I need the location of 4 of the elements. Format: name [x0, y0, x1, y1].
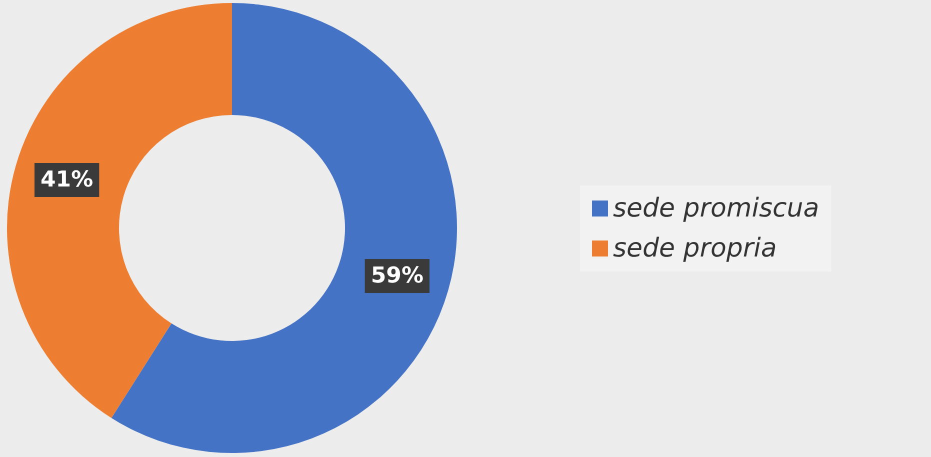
legend-label: sede propria: [613, 234, 777, 264]
data-label: 59%: [370, 263, 424, 288]
data-label: 41%: [40, 168, 94, 193]
legend-label: sede promiscua: [613, 194, 820, 224]
